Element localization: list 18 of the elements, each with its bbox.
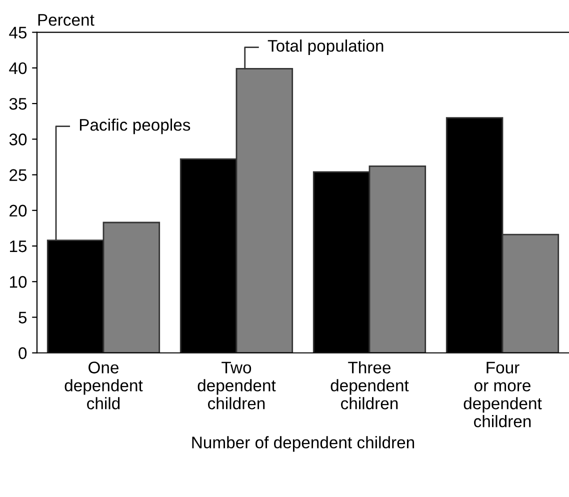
y-tick-label: 30 xyxy=(9,134,27,146)
y-tick-label: 20 xyxy=(10,204,27,217)
y-tick-label: 45 xyxy=(9,26,27,39)
x-tick-label: Three dependent children xyxy=(330,361,409,410)
x-tick-label: One dependent child xyxy=(64,362,143,410)
x-axis-title: Number of dependent children xyxy=(192,436,414,452)
y-tick-label: 40 xyxy=(9,62,27,74)
series-label: Pacific peoples xyxy=(80,118,190,134)
y-tick-label: 5 xyxy=(18,312,27,324)
x-tick-label: Two dependent children xyxy=(198,362,276,410)
y-tick-label: 0 xyxy=(18,347,27,360)
y-tick-label: 35 xyxy=(9,98,27,110)
y-tick-label: 10 xyxy=(10,276,27,288)
legend-label: Total population xyxy=(268,39,384,56)
x-tick-label: Four or more dependent children xyxy=(464,362,542,428)
y-tick-label: 25 xyxy=(10,169,27,181)
y-tick-label: 15 xyxy=(10,240,27,252)
y-axis-title: Percent xyxy=(38,14,94,26)
